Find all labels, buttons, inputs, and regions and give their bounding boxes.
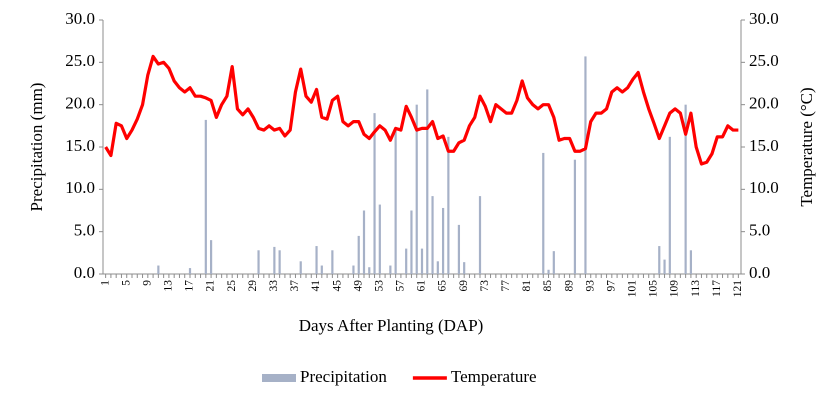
- x-tick-label: 41: [310, 280, 322, 292]
- bar: [373, 113, 376, 274]
- legend-label: Temperature: [451, 367, 537, 386]
- bar: [410, 210, 413, 274]
- x-tick-label: 105: [648, 280, 660, 298]
- bar: [663, 259, 666, 274]
- x-tick-label: 45: [331, 280, 343, 292]
- bar: [436, 261, 439, 274]
- x-tick-label: 49: [352, 280, 364, 292]
- bar: [447, 136, 450, 274]
- bar: [658, 246, 661, 274]
- x-tick-label: 25: [226, 280, 238, 292]
- x-tick-label: 109: [669, 280, 681, 298]
- x-tick-label: 101: [627, 280, 639, 298]
- bar: [584, 56, 587, 275]
- y2-tick-label: 30.0: [749, 9, 779, 28]
- y-tick-label: 15.0: [65, 136, 95, 155]
- legend-swatch: [262, 374, 296, 382]
- bar: [463, 262, 466, 274]
- x-tick-label: 9: [141, 280, 153, 286]
- bar: [320, 265, 323, 274]
- bar: [684, 104, 687, 275]
- x-tick-label: 85: [542, 280, 554, 292]
- y-tick-label: 10.0: [65, 178, 95, 197]
- bar: [405, 248, 408, 274]
- x-tick-label: 89: [563, 280, 575, 292]
- x-tick-label: 97: [605, 280, 617, 292]
- y-axis-title: Precipitation (mm): [27, 83, 46, 212]
- bar: [415, 104, 418, 275]
- x-tick-label: 13: [163, 280, 175, 292]
- y2-axis-title: Temperature (°C): [797, 87, 816, 206]
- bar: [299, 261, 302, 274]
- x-tick-label: 121: [732, 280, 744, 298]
- bar: [273, 246, 276, 274]
- bar: [188, 268, 192, 274]
- bar: [368, 267, 371, 274]
- bar: [426, 89, 429, 274]
- y2-tick-label: 15.0: [749, 136, 779, 155]
- x-tick-label: 61: [416, 280, 428, 292]
- bar: [573, 159, 577, 274]
- x-tick-label: 21: [205, 280, 217, 292]
- bar: [157, 265, 160, 274]
- x-tick-label: 1: [99, 280, 111, 286]
- bar: [478, 196, 482, 274]
- bar: [209, 240, 213, 274]
- x-tick-label: 37: [289, 280, 301, 292]
- x-tick-label: 77: [500, 280, 512, 292]
- bar: [331, 250, 334, 274]
- y-tick-label: 30.0: [65, 9, 95, 28]
- bar: [431, 196, 434, 274]
- y2-tick-label: 0.0: [749, 263, 770, 282]
- y-tick-label: 25.0: [65, 51, 95, 70]
- y2-tick-label: 5.0: [749, 221, 770, 240]
- x-tick-label: 53: [373, 280, 385, 292]
- bar: [315, 246, 318, 274]
- x-tick-label: 69: [458, 280, 470, 292]
- bar: [420, 248, 424, 274]
- bar: [352, 265, 355, 274]
- bar: [542, 152, 545, 274]
- x-tick-label: 29: [247, 280, 259, 292]
- bar: [441, 207, 445, 274]
- bar: [668, 136, 671, 274]
- y2-tick-label: 20.0: [749, 94, 779, 113]
- x-tick-label: 81: [521, 280, 533, 292]
- y-tick-label: 5.0: [74, 221, 95, 240]
- bar: [378, 204, 381, 274]
- bar: [689, 250, 693, 274]
- bar: [362, 210, 366, 274]
- bar: [257, 250, 260, 274]
- bar: [204, 119, 207, 274]
- x-tick-label: 57: [395, 280, 407, 292]
- x-tick-label: 117: [711, 280, 723, 297]
- x-tick-label: 17: [184, 280, 196, 292]
- bar: [457, 224, 461, 274]
- x-tick-label: 73: [479, 280, 491, 292]
- bar: [547, 269, 550, 274]
- x-tick-label: 33: [268, 280, 280, 292]
- y2-tick-label: 25.0: [749, 51, 779, 70]
- x-axis-title: Days After Planting (DAP): [299, 316, 484, 335]
- y-tick-label: 0.0: [74, 263, 95, 282]
- x-tick-label: 5: [120, 280, 132, 286]
- x-tick-label: 113: [690, 280, 702, 297]
- y2-tick-label: 10.0: [749, 178, 779, 197]
- bar: [389, 265, 392, 274]
- bar: [552, 251, 555, 274]
- bar: [394, 130, 397, 274]
- bar: [357, 235, 360, 274]
- y-tick-label: 20.0: [65, 94, 95, 113]
- x-tick-label: 65: [437, 280, 449, 292]
- bar: [278, 250, 281, 274]
- line: [104, 54, 739, 166]
- x-tick-label: 93: [584, 280, 596, 292]
- legend-label: Precipitation: [300, 367, 387, 386]
